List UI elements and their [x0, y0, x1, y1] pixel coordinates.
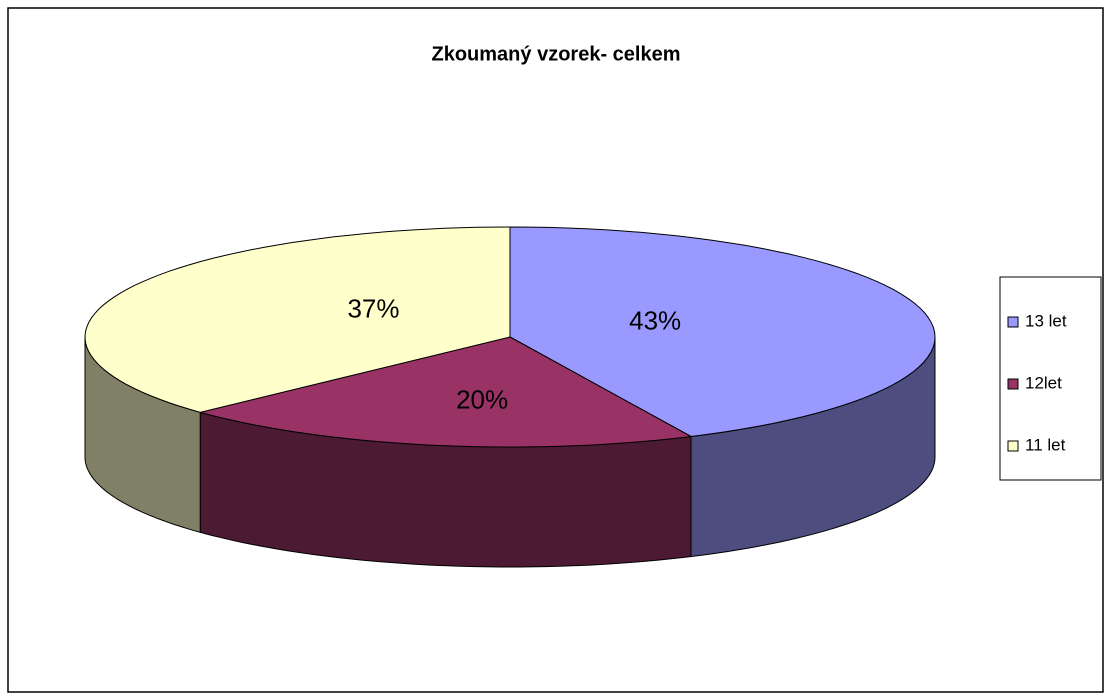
- legend-swatch: [1007, 440, 1019, 452]
- chart-title: Zkoumaný vzorek- celkem: [432, 43, 681, 65]
- slice: [509, 226, 936, 438]
- legend-label: 12let: [1025, 373, 1062, 392]
- legend-swatch: [1007, 378, 1019, 390]
- legend-label: 13 let: [1025, 311, 1067, 330]
- legend-label: 11 let: [1025, 435, 1066, 454]
- data-label: 20%: [456, 385, 508, 415]
- slice: [198, 336, 693, 448]
- data-label: 37%: [347, 294, 399, 324]
- legend-swatch: [1007, 316, 1019, 328]
- data-label: 43%: [629, 305, 681, 335]
- slice: [84, 226, 511, 413]
